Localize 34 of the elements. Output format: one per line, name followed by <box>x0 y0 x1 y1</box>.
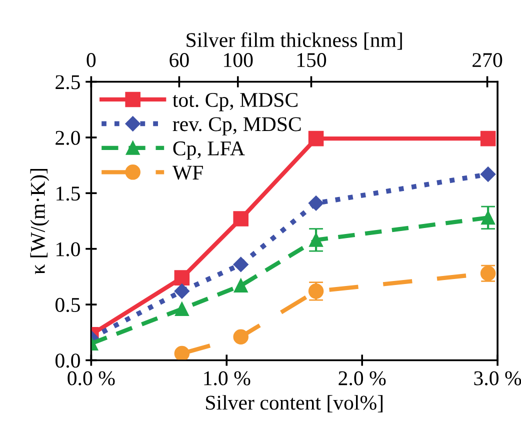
point <box>480 166 496 182</box>
y-tick-label: 0.5 <box>56 298 80 312</box>
x-tick-label: 2.0 % <box>338 371 386 386</box>
legend-label: WF <box>172 166 203 180</box>
y-tick-label: 0.0 <box>56 354 80 368</box>
x2-axis-title: Silver film thickness [nm] <box>186 32 402 50</box>
y-tick-label: 2.5 <box>56 75 80 90</box>
point <box>174 284 190 299</box>
point <box>174 302 189 316</box>
point <box>233 211 248 226</box>
point <box>308 196 324 211</box>
y-tick-label: 1.5 <box>56 186 80 201</box>
point <box>233 329 248 344</box>
point <box>480 130 496 146</box>
x-tick-label: 0.0 % <box>68 371 115 386</box>
point <box>234 278 248 293</box>
x2-tick-label: 0 <box>86 53 96 68</box>
y-axis-title: κ [W/(m·K)] <box>30 168 50 274</box>
x2-tick-label: 60 <box>170 53 189 68</box>
x2-tick-label: 270 <box>472 53 502 68</box>
y-tick-label: 1.0 <box>56 242 80 256</box>
x-tick-label: 3.0 % <box>474 371 521 386</box>
point <box>233 256 248 272</box>
x2-tick-label: 150 <box>297 53 326 68</box>
point <box>174 346 190 360</box>
point <box>308 130 324 146</box>
x-tick-label: 1.0 % <box>204 371 250 386</box>
x2-tick-label: 100 <box>224 53 253 68</box>
point <box>174 270 190 286</box>
x-axis-title: Silver content [vol%] <box>206 395 382 412</box>
legend-label: rev. Cp, MDSC <box>172 117 301 136</box>
legend-label: Cp, LFA <box>173 141 245 160</box>
y-tick-label: 2.0 <box>56 130 80 145</box>
legend-label: tot. Cp, MDSC <box>172 92 298 112</box>
